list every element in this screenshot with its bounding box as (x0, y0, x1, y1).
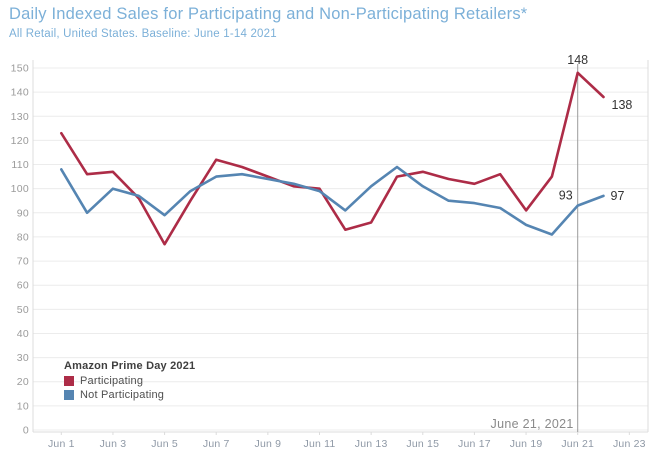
legend-item-participating: Participating (64, 375, 195, 387)
participating-swatch-icon (64, 376, 74, 386)
y-tick-label: 50 (17, 304, 29, 316)
legend-item-not-participating: Not Participating (64, 389, 195, 401)
legend-item-label: Participating (80, 375, 144, 387)
not-participating-swatch-icon (64, 390, 74, 400)
y-tick-label: 120 (11, 135, 29, 147)
x-tick-label: Jun 23 (613, 438, 646, 450)
y-tick-label: 60 (17, 280, 29, 292)
y-tick-label: 0 (23, 425, 29, 437)
y-tick-label: 30 (17, 352, 29, 364)
legend: Amazon Prime Day 2021 Participating Not … (64, 360, 195, 401)
x-tick-label: Jun 13 (355, 438, 388, 450)
chart-title: Daily Indexed Sales for Participating an… (9, 5, 528, 23)
point-label: 148 (567, 53, 588, 67)
y-tick-label: 100 (11, 183, 29, 195)
y-tick-label: 40 (17, 328, 29, 340)
x-tick-label: Jun 1 (48, 438, 75, 450)
series-line-participating (59, 71, 605, 246)
x-tick-label: Jun 21 (561, 438, 594, 450)
y-tick-label: 80 (17, 231, 29, 243)
point-label: 138 (612, 98, 633, 112)
series-line-not-participating (59, 165, 605, 236)
y-tick-label: 130 (11, 111, 29, 123)
legend-title: Amazon Prime Day 2021 (64, 360, 196, 372)
x-tick-label: Jun 3 (100, 438, 127, 450)
x-tick-label: Jun 11 (304, 438, 336, 450)
y-tick-label: 10 (17, 400, 29, 412)
y-tick-label: 90 (17, 207, 29, 219)
y-tick-label: 150 (11, 63, 29, 75)
x-tick-label: Jun 7 (203, 438, 230, 450)
x-tick-label: Jun 19 (510, 438, 543, 450)
legend-item-label: Not Participating (80, 389, 165, 401)
y-tick-label: 20 (17, 376, 29, 388)
chart-subtitle: All Retail, United States. Baseline: Jun… (9, 28, 277, 40)
point-label: 97 (611, 189, 625, 203)
y-tick-label: 70 (17, 256, 29, 268)
x-tick-label: Jun 5 (151, 438, 178, 450)
ref-line-label: June 21, 2021 (491, 417, 574, 431)
x-tick-label: Jun 9 (255, 438, 282, 450)
point-label: 93 (559, 189, 573, 203)
y-tick-label: 110 (11, 159, 29, 171)
x-tick-label: Jun 15 (406, 438, 439, 450)
x-tick-label: Jun 17 (458, 438, 491, 450)
y-tick-label: 140 (11, 87, 29, 99)
